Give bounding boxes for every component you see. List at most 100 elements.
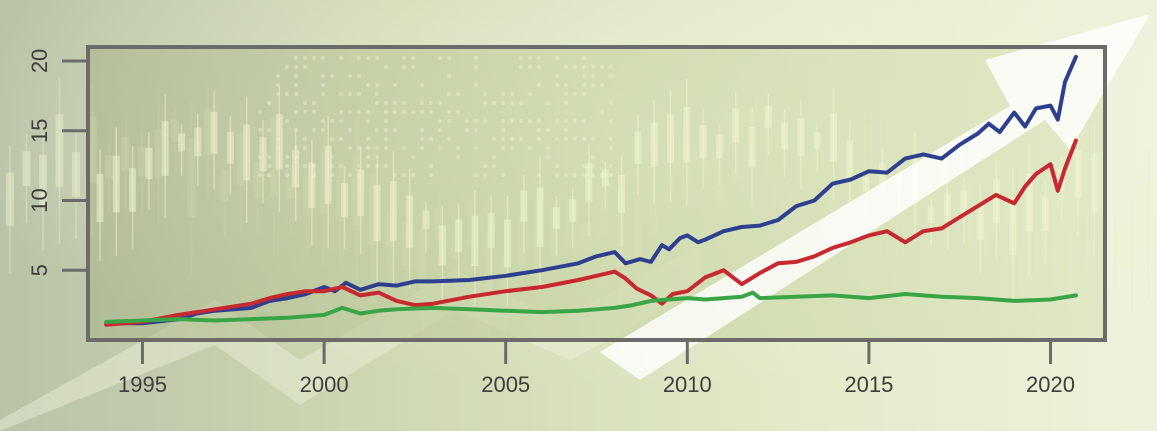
map-dot xyxy=(357,146,361,150)
y-tick-label: 10 xyxy=(27,188,52,212)
plot-candle-body xyxy=(944,193,952,222)
map-dot xyxy=(591,173,595,177)
map-dot xyxy=(438,146,442,150)
map-dot xyxy=(456,146,460,150)
map-dot xyxy=(483,101,487,105)
map-dot xyxy=(330,155,334,159)
map-dot xyxy=(519,56,523,60)
map-dot xyxy=(555,137,559,141)
map-dot xyxy=(447,56,451,60)
plot-candle-body xyxy=(471,215,479,267)
map-dot xyxy=(474,146,478,150)
plot-candle-body xyxy=(357,169,365,217)
map-dot xyxy=(537,137,541,141)
plot-candle-body xyxy=(536,187,544,248)
map-dot xyxy=(483,173,487,177)
plot-candle-body xyxy=(389,181,397,241)
map-dot xyxy=(258,173,262,177)
map-dot xyxy=(474,173,478,177)
map-dot xyxy=(366,155,370,159)
map-dot xyxy=(375,56,379,60)
map-dot xyxy=(420,137,424,141)
map-dot xyxy=(384,101,388,105)
map-dot xyxy=(276,83,280,87)
map-dot xyxy=(501,119,505,123)
map-dot xyxy=(519,137,523,141)
white-growth-arrow xyxy=(600,14,1150,380)
map-dot xyxy=(591,74,595,78)
map-dot xyxy=(528,92,532,96)
plot-candle-body xyxy=(178,133,185,152)
map-dot xyxy=(348,92,352,96)
map-dot xyxy=(375,155,379,159)
map-dot xyxy=(348,173,352,177)
plot-candle-body xyxy=(373,184,381,241)
map-dot xyxy=(303,137,307,141)
plot-candle-body xyxy=(422,210,430,229)
map-dot xyxy=(375,92,379,96)
map-dot xyxy=(402,173,406,177)
plot-candle-body xyxy=(275,114,283,170)
map-dot xyxy=(321,74,325,78)
map-dot xyxy=(267,128,271,132)
map-dot xyxy=(483,164,487,168)
map-dot xyxy=(357,74,361,78)
map-dot xyxy=(609,173,613,177)
map-dot xyxy=(429,173,433,177)
y-tick-label: 20 xyxy=(27,49,52,73)
map-dot xyxy=(267,173,271,177)
map-dot xyxy=(375,83,379,87)
bg-candle-body xyxy=(39,155,47,206)
plot-candle-body xyxy=(145,147,153,180)
map-dot xyxy=(303,65,307,69)
map-dot xyxy=(510,137,514,141)
map-dot xyxy=(393,101,397,105)
map-dot xyxy=(411,56,415,60)
map-dot xyxy=(519,101,523,105)
map-dot xyxy=(447,119,451,123)
plot-candle-body xyxy=(797,118,805,157)
x-tick-label: 2005 xyxy=(481,372,530,397)
map-dot xyxy=(321,83,325,87)
plot-candle-body xyxy=(813,132,821,149)
map-dot xyxy=(339,92,343,96)
map-dot xyxy=(591,164,595,168)
map-dot xyxy=(501,137,505,141)
map-dot xyxy=(510,119,514,123)
map-dot xyxy=(312,128,316,132)
plot-candle-body xyxy=(161,121,169,176)
map-dot xyxy=(402,65,406,69)
map-dot xyxy=(609,65,613,69)
map-dot xyxy=(357,110,361,114)
map-dot xyxy=(276,146,280,150)
map-dot xyxy=(465,128,469,132)
plot-candle-body xyxy=(455,219,463,253)
map-dot xyxy=(384,137,388,141)
map-dot xyxy=(276,92,280,96)
map-dot xyxy=(357,92,361,96)
map-dot xyxy=(393,128,397,132)
plot-candle-body xyxy=(341,183,348,217)
plot-dot-map xyxy=(258,56,613,177)
map-dot xyxy=(393,173,397,177)
map-dot xyxy=(456,92,460,96)
map-dot xyxy=(537,83,541,87)
map-dot xyxy=(447,74,451,78)
map-dot xyxy=(492,164,496,168)
map-dot xyxy=(555,164,559,168)
plot-candle-body xyxy=(715,135,723,159)
map-dot xyxy=(528,146,532,150)
map-dot xyxy=(330,74,334,78)
map-dot xyxy=(573,173,577,177)
map-dot xyxy=(564,65,568,69)
map-dot xyxy=(420,146,424,150)
map-dot xyxy=(303,146,307,150)
map-dot xyxy=(294,155,298,159)
map-dot xyxy=(573,65,577,69)
bg-candle-body xyxy=(1111,230,1120,257)
map-dot xyxy=(294,65,298,69)
map-dot xyxy=(438,101,442,105)
map-dot xyxy=(519,65,523,69)
map-dot xyxy=(375,101,379,105)
series-line-1 xyxy=(104,54,1078,326)
